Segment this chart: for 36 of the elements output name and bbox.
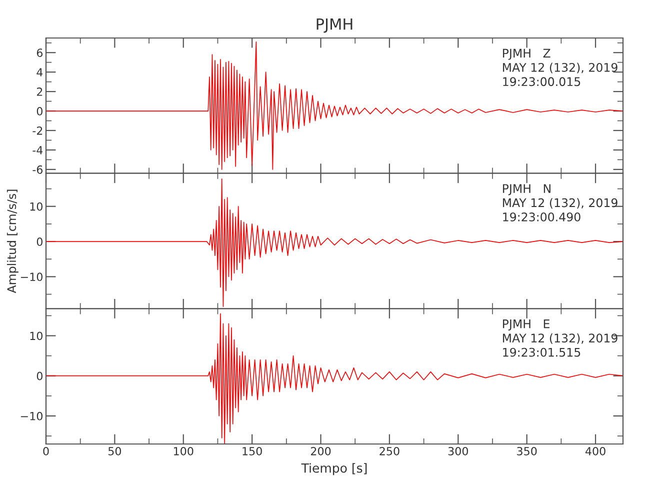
x-tick-label: 350 — [517, 446, 537, 456]
y-tick-label: 0 — [36, 372, 42, 380]
y-tick-label: 4 — [36, 68, 43, 76]
y-tick-label: −10 — [20, 412, 42, 420]
y-tick-label: 0 — [36, 238, 42, 246]
y-tick-label: 6 — [36, 48, 43, 57]
annotation: MAY 12 (132), 2019 — [502, 333, 618, 344]
annotation: PJMH E — [502, 320, 550, 331]
y-tick-label: 0 — [36, 106, 42, 116]
annotation: PJMH N — [502, 184, 550, 196]
y-tick-label: −10 — [20, 272, 42, 282]
y-tick-label: -4 — [32, 146, 43, 154]
y-tick-label: 10 — [30, 332, 42, 340]
line-series — [46, 178, 623, 307]
y-tick-label: 2 — [36, 88, 42, 96]
x-tick-label: 50 — [108, 446, 122, 456]
x-tick-label: 100 — [174, 446, 194, 456]
x-tick-label: 200 — [310, 446, 331, 456]
chart-title: PJMH — [316, 18, 352, 33]
line-series — [46, 41, 623, 170]
x-tick-label: 150 — [242, 446, 262, 456]
annotation: 19:23:00.490 — [503, 212, 580, 222]
y-tick-label: -2 — [32, 126, 42, 135]
x-tick-label: 250 — [380, 446, 400, 456]
annotation: MAY 12 (132), 2019 — [502, 198, 618, 209]
annotation: 19:23:00.015 — [503, 77, 580, 86]
x-tick-label: 0 — [43, 446, 49, 456]
y-tick-label: 10 — [30, 202, 42, 211]
annotation: 19:23:01.515 — [503, 348, 580, 357]
x-tick-label: 300 — [448, 446, 468, 456]
y-axis-title: Amplitud [cm/s/s] — [6, 190, 18, 294]
annotation: MAY 12 (132), 2019 — [502, 62, 618, 74]
y-tick-label: -6 — [32, 165, 43, 174]
x-axis-title: Tiempo [s] — [301, 463, 367, 476]
annotation: PJMH Z — [502, 48, 550, 60]
x-tick-label: 400 — [585, 446, 606, 456]
